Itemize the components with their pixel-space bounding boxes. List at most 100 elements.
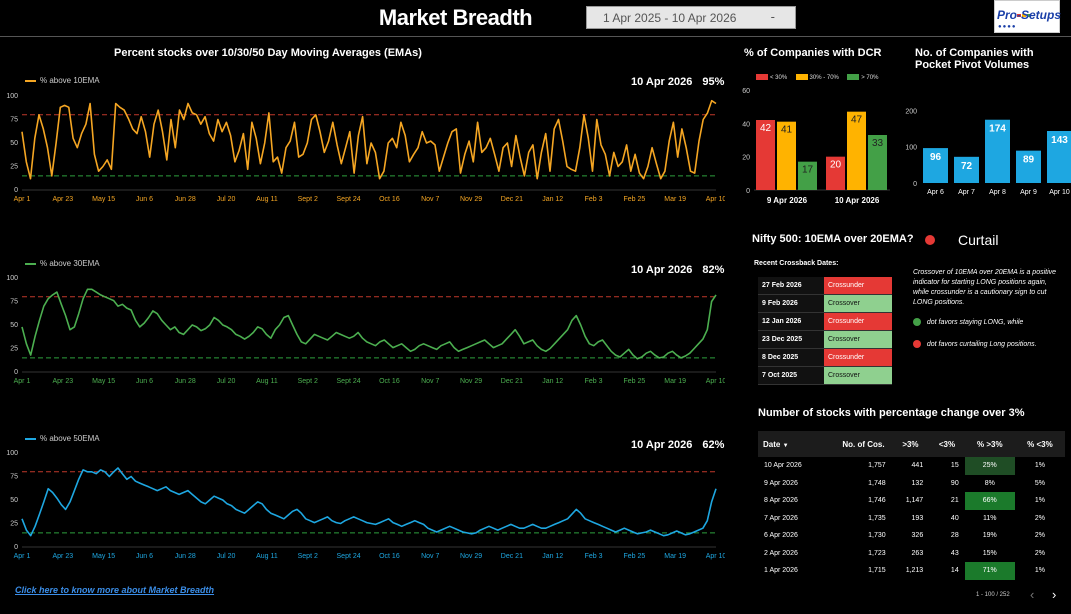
ppv-bar-label: 143 [1051,135,1068,146]
next-page-icon[interactable]: › [1052,587,1057,602]
x-tick-label: Nov 29 [460,378,482,385]
table-row[interactable]: 1 Apr 2026 1,715 1,213 14 71% 1% [758,562,1065,580]
x-tick-label: Apr 23 [53,553,74,560]
x-tick-label: Apr 23 [53,378,74,385]
dcr-legend-mid: 30% - 70% [795,74,839,81]
y-tick-label: 25 [10,521,18,528]
crossback-row: 27 Feb 2026 Crossunder [758,277,892,295]
series-line [21,467,717,537]
table-row[interactable]: 2 Apr 2026 1,723 263 43 15% 2% [758,545,1065,563]
date-range-picker[interactable]: 1 Apr 2025 - 10 Apr 2026 - [586,6,796,29]
x-tick-label: Sept 24 [337,378,361,385]
y-tick-label: 50 [10,322,18,329]
crossback-type: Crossunder [824,277,892,295]
table-row[interactable]: 10 Apr 2026 1,757 441 15 25% 1% [758,457,1065,475]
y-tick-label: 0 [14,187,18,194]
cell-lt: 43 [950,549,959,557]
crossback-type: Crossunder [824,348,892,367]
nifty-question: Nifty 500: 10EMA over 20EMA? [752,233,914,245]
market-breadth-info-link[interactable]: Click here to know more about Market Bre… [15,585,215,595]
col-pgt3[interactable]: % >3% [964,431,1015,457]
crossback-type: Crossover [824,294,892,313]
crossback-type: Crossover [824,366,892,385]
x-tick-label: Apr 10 [706,553,725,560]
x-tick-label: Mar 19 [664,196,686,203]
crossback-date: 7 Oct 2025 [758,366,824,385]
cell-gt: 441 [911,462,924,470]
ppv-bar [1016,150,1041,183]
crossback-row: 23 Dec 2025 Crossover [758,330,892,349]
x-tick-label: Sept 24 [337,553,361,560]
table-row[interactable]: 6 Apr 2026 1,730 326 28 19% 2% [758,527,1065,545]
x-tick-label: Dec 21 [501,553,523,560]
col-plt3[interactable]: % <3% [1014,431,1065,457]
sort-desc-icon: ▼ [782,442,789,449]
x-tick-label: Feb 25 [623,553,645,560]
x-tick-label: Feb 3 [585,378,603,385]
readout-10ema: 10 Apr 2026 95% [631,76,725,88]
cell-gt: 1,213 [905,567,924,575]
ppv-bar [923,148,948,183]
pager-text: 1 - 100 / 252 [976,592,1010,598]
ppv-category-label: Apr 8 [989,189,1006,196]
x-tick-label: Feb 25 [623,378,645,385]
logo-text: Pro-Setups [997,8,1062,22]
cell-gt: 326 [911,532,924,540]
y-tick-label: 25 [10,164,18,171]
x-tick-label: Jun 28 [175,196,196,203]
y-tick-label: 25 [10,346,18,353]
y-tick-label: 75 [10,117,18,124]
logo-bars-icon [1017,4,1032,22]
crossback-date: 9 Feb 2026 [758,294,824,313]
dcr-bar [847,111,866,190]
x-tick-label: Oct 16 [379,196,400,203]
y-tick-label: 50 [10,140,18,147]
cell-cos: 1,715 [868,567,886,575]
cell-date: 8 Apr 2026 [764,497,798,505]
prev-page-icon[interactable]: ‹ [1030,587,1035,602]
cell-lt: 28 [950,532,959,540]
nifty-note: Crossover of 10EMA over 20EMA is a posit… [913,269,1057,306]
cell-lt: 21 [950,497,959,505]
pct-change-table-wrap[interactable]: Date ▼ No. of Cos. >3% <3% % >3% % <3% 1… [758,431,1065,591]
dcr-legend: < 30% 30% - 70% > 70% [756,74,878,81]
x-tick-label: Oct 16 [379,378,400,385]
x-tick-label: Dec 21 [501,196,523,203]
x-tick-label: Apr 1 [14,196,31,203]
y-tick-label: 75 [10,299,18,306]
x-tick-label: Nov 29 [460,553,482,560]
col-gt3[interactable]: >3% [891,431,930,457]
x-tick-label: Feb 3 [585,553,603,560]
page-title: Market Breadth [378,5,533,30]
col-cos[interactable]: No. of Cos. [835,431,892,457]
x-tick-label: Aug 11 [256,553,278,560]
pro-setups-logo[interactable]: Pro-Setups ●●●● [994,0,1062,33]
table-row[interactable]: 7 Apr 2026 1,735 193 40 11% 2% [758,510,1065,528]
readout-30ema: 10 Apr 2026 82% [631,264,725,276]
cell-cos: 1,723 [868,549,886,557]
cell-pgt: 25% [964,457,1015,475]
cell-pgt: 8% [984,479,995,487]
cell-plt: 2% [1034,549,1045,557]
green-dot-icon [913,318,921,327]
dcr-bar-label: 20 [830,160,842,171]
cell-pgt: 71% [964,562,1015,580]
cell-date: 10 Apr 2026 [764,462,802,470]
dcr-bar [826,156,845,190]
dcr-bar-label: 17 [802,165,814,176]
pct-change-title: Number of stocks with percentage change … [758,407,1025,419]
table-row[interactable]: 8 Apr 2026 1,746 1,147 21 66% 1% [758,492,1065,510]
x-tick-label: Aug 11 [256,196,278,203]
cell-plt: 5% [1034,479,1045,487]
dcr-bar [777,121,796,190]
cell-gt: 132 [911,479,924,487]
readout-50ema: 10 Apr 2026 62% [631,439,725,451]
x-tick-label: Apr 10 [706,378,725,385]
cell-cos: 1,748 [868,479,886,487]
dcr-category-label: 10 Apr 2026 [835,196,880,205]
cell-cos: 1,746 [868,497,886,505]
cell-pgt: 15% [982,549,997,557]
col-lt3[interactable]: <3% [929,431,965,457]
col-date[interactable]: Date ▼ [758,431,836,457]
table-row[interactable]: 9 Apr 2026 1,748 132 90 8% 5% [758,475,1065,493]
